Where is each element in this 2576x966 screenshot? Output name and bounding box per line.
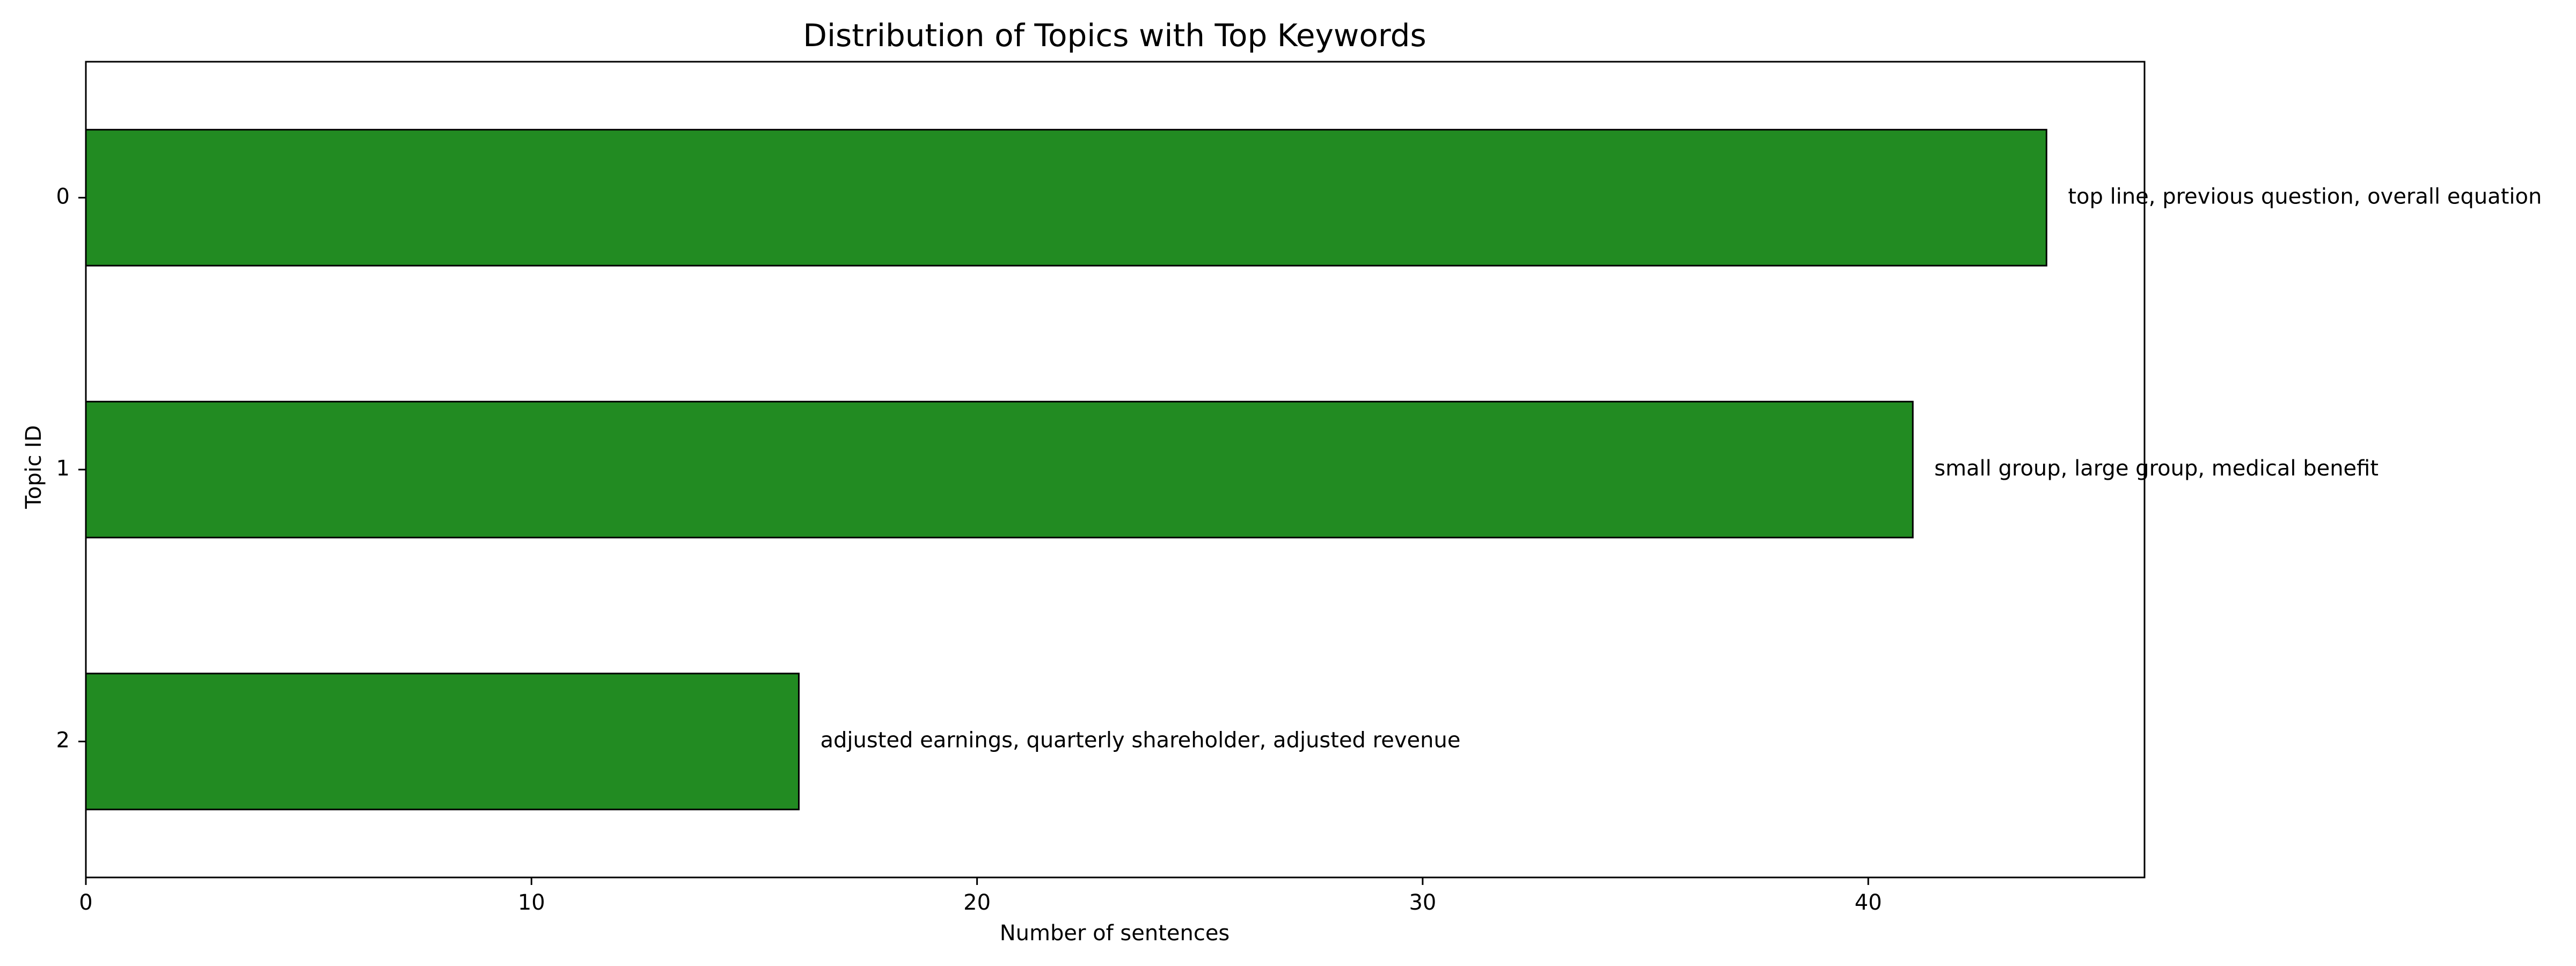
- y-axis-ticks: 0 1 2: [56, 184, 86, 753]
- x-tick-label-40: 40: [1855, 890, 1882, 915]
- y-tick-label-0: 0: [56, 184, 70, 209]
- x-tick-label-20: 20: [963, 890, 991, 915]
- y-tick-label-2: 2: [56, 728, 70, 753]
- bar-topic-2: [85, 672, 800, 810]
- plot-area-frame: [85, 61, 2146, 879]
- x-tick-label-0: 0: [79, 890, 92, 915]
- bar-keywords-label-2: adjusted earnings, quarterly shareholder…: [820, 728, 1460, 753]
- x-tick-label-10: 10: [518, 890, 545, 915]
- bars-group: top line, previous question, overall equ…: [85, 129, 2542, 810]
- y-axis-label: Topic ID: [21, 425, 46, 509]
- x-axis-ticks: 0 10 20 30 40: [79, 877, 1882, 915]
- x-tick-label-30: 30: [1409, 890, 1436, 915]
- bar-keywords-label-0: top line, previous question, overall equ…: [2068, 184, 2542, 209]
- y-tick-label-1: 1: [56, 456, 70, 481]
- chart-title: Distribution of Topics with Top Keywords: [803, 17, 1426, 54]
- bar-topic-1: [85, 400, 1914, 539]
- bar-keywords-label-1: small group, large group, medical benefi…: [1934, 456, 2379, 481]
- bar-topic-0: [85, 129, 2047, 267]
- x-axis-label: Number of sentences: [1000, 921, 1230, 946]
